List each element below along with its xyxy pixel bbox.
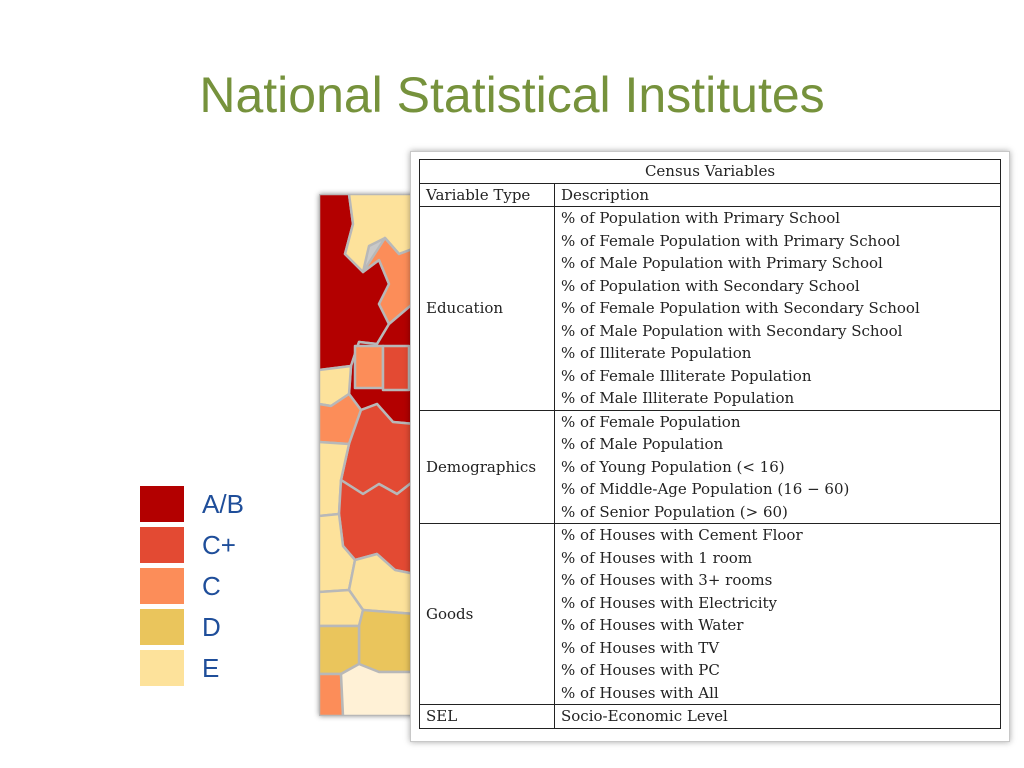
group-type-goods: Goods bbox=[419, 523, 555, 705]
list-item: % of Houses with PC bbox=[561, 661, 720, 679]
list-item: % of Young Population (< 16) bbox=[561, 457, 785, 476]
group-items-education: % of Population with Primary School % of… bbox=[554, 206, 1001, 411]
legend-swatch-ab bbox=[140, 486, 184, 522]
list-item: % of Illiterate Population bbox=[561, 344, 752, 362]
legend-swatch-e bbox=[140, 650, 184, 686]
group-items-demographics: % of Female Population % of Male Populat… bbox=[554, 409, 1001, 524]
header-description: Description bbox=[554, 182, 1001, 207]
list-item: % of Population with Primary School bbox=[561, 209, 841, 227]
slide-title: National Statistical Institutes bbox=[199, 67, 825, 123]
group-type-sel: SEL bbox=[419, 704, 555, 729]
header-variable-type: Variable Type bbox=[419, 182, 555, 207]
list-item: % of Population with Secondary School bbox=[561, 276, 860, 295]
legend-swatch-c bbox=[140, 568, 184, 604]
legend-swatch-d bbox=[140, 609, 184, 645]
legend-label-c: C bbox=[202, 571, 221, 601]
group-row-sel: SEL Socio-Economic Level bbox=[419, 704, 1001, 729]
list-item: % of Senior Population (> 60) bbox=[561, 502, 788, 521]
list-item: % of Female Illiterate Population bbox=[561, 366, 812, 385]
map-regions bbox=[319, 194, 415, 716]
list-item: % of Houses with 3+ rooms bbox=[561, 571, 773, 589]
group-row-education: Education % of Population with Primary S… bbox=[419, 206, 1001, 411]
list-item: % of Houses with All bbox=[561, 683, 719, 702]
list-item: % of Houses with 1 room bbox=[561, 548, 753, 567]
legend-swatch-cplus bbox=[140, 527, 184, 563]
list-item: % of Houses with Electricity bbox=[561, 593, 777, 612]
legend-label-e: E bbox=[202, 653, 220, 683]
group-items-sel: Socio-Economic Level bbox=[554, 704, 1001, 729]
group-type-education: Education bbox=[419, 206, 555, 411]
list-item: % of Female Population with Primary Scho… bbox=[561, 231, 901, 250]
legend-label-cplus: C+ bbox=[202, 530, 236, 560]
list-item: % of Houses with Water bbox=[561, 616, 744, 634]
list-item: % of Male Population with Secondary Scho… bbox=[561, 321, 903, 340]
list-item: % of Male Population bbox=[561, 435, 724, 453]
list-item: % of Houses with Cement Floor bbox=[561, 526, 803, 544]
list-item: % of Middle-Age Population (16 − 60) bbox=[561, 480, 850, 498]
list-item: % of Female Population bbox=[561, 412, 741, 431]
group-items-goods: % of Houses with Cement Floor % of House… bbox=[554, 523, 1001, 705]
group-row-goods: Goods % of Houses with Cement Floor % of… bbox=[419, 523, 1001, 705]
legend-label-d: D bbox=[202, 612, 221, 642]
list-item: Socio-Economic Level bbox=[561, 707, 728, 725]
group-row-demographics: Demographics % of Female Population % of… bbox=[419, 409, 1001, 524]
table-caption: Census Variables bbox=[419, 159, 1001, 184]
socioeconomic-map bbox=[319, 194, 415, 716]
census-table-panel: Census Variables Variable Type Descripti… bbox=[410, 151, 1010, 742]
group-type-demographics: Demographics bbox=[419, 409, 555, 524]
list-item: % of Male Illiterate Population bbox=[561, 389, 795, 407]
list-item: % of Male Population with Primary School bbox=[561, 254, 883, 272]
census-variables-table: Census Variables Variable Type Descripti… bbox=[419, 159, 1001, 729]
legend-label-ab: A/B bbox=[202, 489, 244, 519]
list-item: % of Female Population with Secondary Sc… bbox=[561, 299, 920, 317]
list-item: % of Houses with TV bbox=[561, 638, 720, 657]
